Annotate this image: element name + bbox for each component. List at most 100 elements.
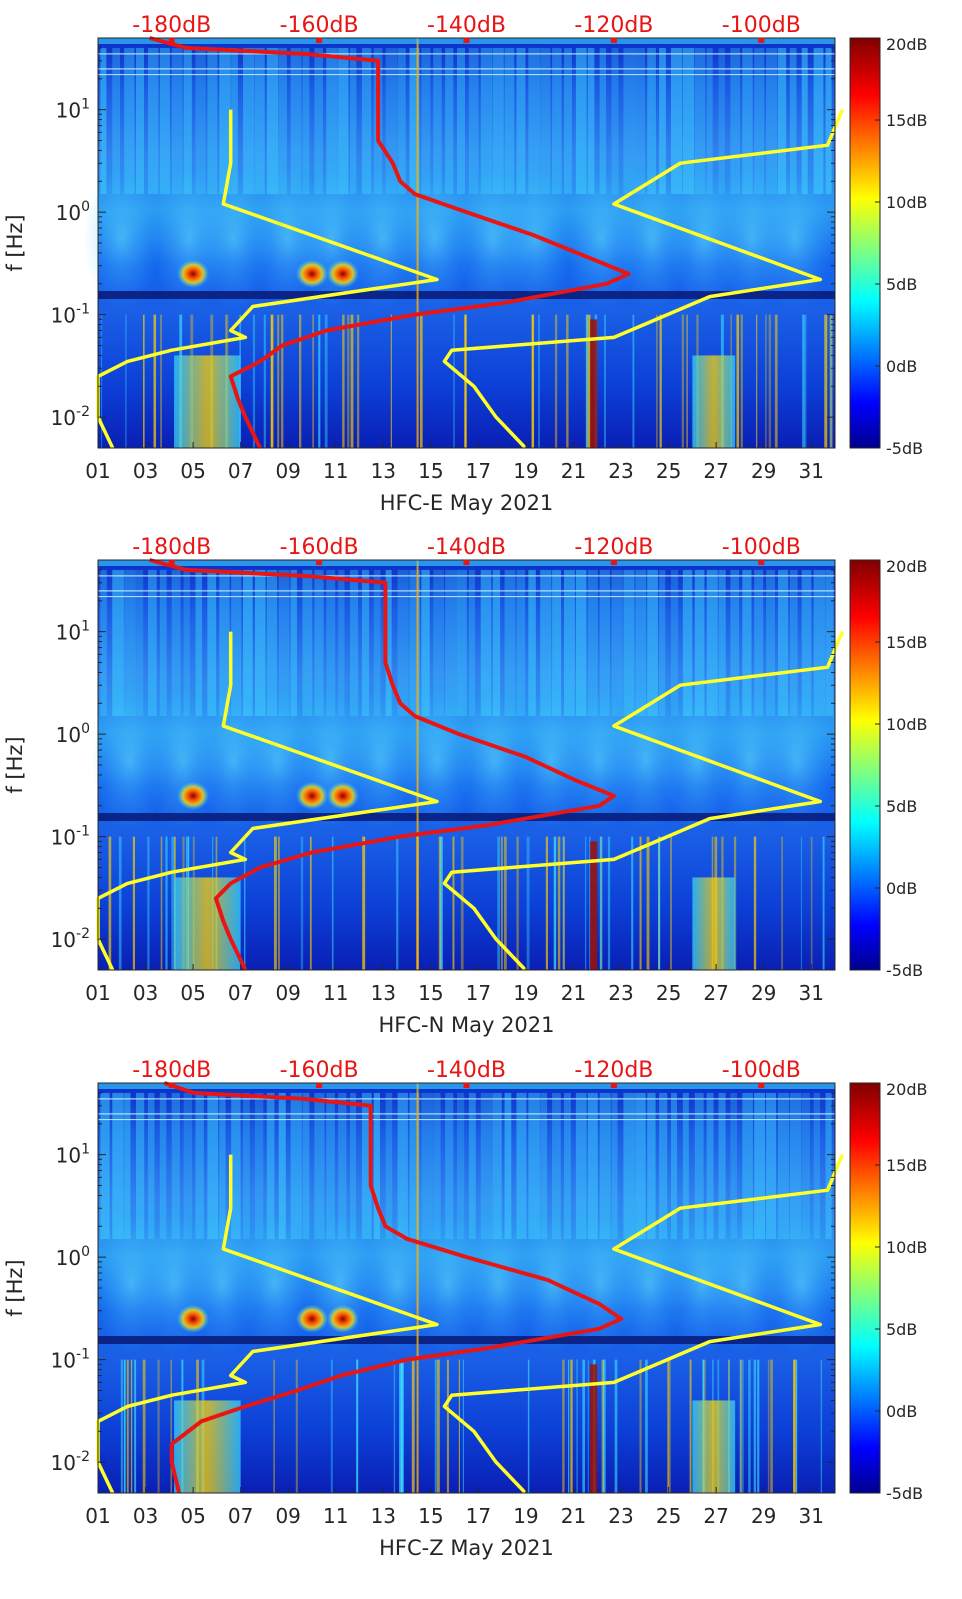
diurnal-band — [718, 569, 726, 717]
panel-hfc-n: 01 03 05 07 09 11 13 15 17 19 21 23 25 27 29 31 HFC-N Ma… — [3, 535, 928, 1037]
transient-stripe — [689, 1359, 692, 1493]
diurnal-band — [670, 1092, 678, 1240]
event-column — [416, 38, 419, 448]
transient-stripe — [585, 836, 587, 970]
top-tick-label: -140dB — [427, 13, 506, 38]
diurnal-band — [171, 1092, 180, 1240]
diurnal-band — [100, 1092, 110, 1240]
diurnal-band — [682, 47, 695, 195]
transient-stripe — [822, 836, 825, 970]
diurnal-band — [504, 47, 515, 195]
diurnal-band — [397, 1092, 408, 1240]
colorbar-tick-label: 5dB — [886, 275, 917, 294]
warm-lowfreq-block — [174, 355, 241, 448]
transient-stripe — [770, 1359, 773, 1493]
y-tick-label: 10-1 — [51, 302, 90, 328]
top-tick-mark — [463, 1083, 470, 1088]
microseism-peak — [295, 1304, 328, 1333]
top-tick-label: -120dB — [574, 13, 653, 38]
diurnal-band — [445, 47, 454, 195]
diurnal-band — [433, 47, 442, 195]
diurnal-band — [195, 47, 206, 195]
x-tick-label: 09 — [275, 1504, 300, 1528]
diurnal-band — [730, 569, 740, 717]
top-tick-mark — [168, 38, 175, 43]
diurnal-band — [278, 569, 290, 717]
diurnal-band — [789, 1092, 802, 1240]
warm-lowfreq-block — [692, 1400, 736, 1493]
transient-stripe — [554, 314, 558, 448]
y-tick-label: 101 — [56, 1142, 90, 1168]
diurnal-band — [445, 1092, 454, 1240]
transient-stripe — [165, 836, 168, 970]
warm-lowfreq-block — [692, 355, 736, 448]
diurnal-band — [706, 1092, 714, 1240]
transient-stripe — [411, 1359, 415, 1493]
transient-stripe — [599, 836, 603, 970]
top-tick-label: -100dB — [722, 13, 801, 38]
diurnal-band — [266, 1092, 275, 1240]
transient-stripe — [273, 1359, 275, 1493]
transient-stripe — [280, 314, 284, 448]
transient-stripe — [753, 836, 757, 970]
diurnal-band — [801, 47, 808, 195]
diurnal-band — [599, 1092, 611, 1240]
diurnal-band — [421, 569, 430, 717]
top-tick-label: -160dB — [280, 13, 359, 38]
diurnal-band — [254, 47, 265, 195]
transient-stripe — [646, 836, 650, 970]
transient-stripe — [824, 314, 828, 448]
transient-stripe — [803, 314, 807, 448]
diurnal-band — [635, 47, 646, 195]
diurnal-band — [373, 1092, 380, 1240]
diurnal-band — [338, 1092, 347, 1240]
y-tick-label: 101 — [56, 97, 90, 123]
y-tick-label: 101 — [56, 619, 90, 645]
transient-stripe — [160, 314, 162, 448]
transient-stripe — [563, 836, 565, 970]
colorbar: 20dB 15dB 10dB 5dB 0dB -5dB — [849, 35, 928, 458]
x-tick-label: 05 — [180, 459, 205, 483]
diurnal-band — [801, 569, 812, 717]
colorbar-tick-label: 20dB — [886, 35, 928, 54]
microseism-cloud — [342, 690, 419, 831]
transient-stripe — [527, 1359, 530, 1493]
transient-stripe — [170, 1359, 172, 1493]
diurnal-band — [302, 1092, 310, 1240]
diurnal-band — [278, 47, 287, 195]
diurnal-band — [623, 569, 635, 717]
transient-stripe — [566, 314, 569, 448]
transient-stripe — [829, 314, 833, 448]
diurnal-band — [254, 569, 266, 717]
diurnal-band — [670, 47, 683, 195]
diurnal-band — [147, 1092, 155, 1240]
transient-stripe — [263, 314, 266, 448]
colorbar-tick-label: -5dB — [886, 961, 923, 980]
y-tick-label: 100 — [56, 721, 90, 747]
diurnal-band — [136, 569, 144, 717]
transient-stripe — [132, 836, 135, 970]
x-tick-label: 05 — [180, 1504, 205, 1528]
transient-stripe — [500, 836, 503, 970]
top-tick-label: -180dB — [132, 1058, 211, 1083]
transient-stripe — [681, 314, 685, 448]
diurnal-band — [647, 1092, 656, 1240]
diurnal-band — [659, 569, 666, 717]
transient-stripe — [801, 314, 805, 448]
top-tick-label: -120dB — [574, 535, 653, 560]
x-tick-label: 11 — [323, 1504, 348, 1528]
diurnal-band — [611, 47, 619, 195]
x-tick-label: 11 — [323, 459, 348, 483]
transient-stripe — [614, 1359, 618, 1493]
y-tick-label: 10-1 — [51, 824, 90, 850]
transient-stripe — [736, 314, 740, 448]
diurnal-band — [635, 569, 647, 717]
y-axis-label: f [Hz] — [3, 214, 27, 271]
spectrogram-texture — [91, 560, 835, 970]
transient-stripe — [739, 1359, 743, 1493]
x-tick-label: 17 — [466, 981, 491, 1005]
diurnal-band — [623, 1092, 636, 1240]
diurnal-band — [314, 1092, 325, 1240]
diurnal-band — [528, 47, 540, 195]
diurnal-band — [659, 47, 666, 195]
